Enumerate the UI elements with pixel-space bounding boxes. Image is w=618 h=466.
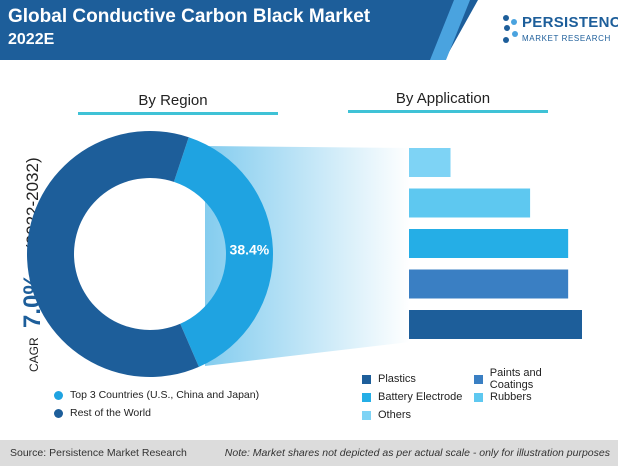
legend-label: Paints and Coatings — [489, 367, 542, 391]
logo-name: PERSISTENCE — [522, 14, 618, 31]
legend-label: Rest of the World — [70, 407, 151, 419]
legend-item: Rubbers — [474, 391, 586, 403]
legend-label: Top 3 Countries (U.S., China and Japan) — [70, 389, 260, 401]
legend-swatch — [474, 374, 483, 384]
legend-swatch — [54, 390, 63, 400]
cagr-label: CAGR — [27, 337, 41, 372]
tab-app-underline — [348, 110, 548, 113]
tab-region: By Region — [138, 92, 208, 109]
logo: PERSISTENCE MARKET RESEARCH — [500, 6, 618, 56]
legend-item: Battery Electrode — [362, 391, 474, 403]
donut-chart: 38.4% — [26, 130, 273, 378]
legend-application: Plastics Paints and Coatings Battery Ele… — [362, 367, 612, 424]
logo-sub: MARKET RESEARCH — [522, 34, 611, 43]
legend-label: Rubbers — [490, 391, 532, 403]
note-text: Note: Market shares not depicted as per … — [224, 447, 610, 459]
legend-region: Top 3 Countries (U.S., China and Japan) … — [54, 386, 259, 422]
title-line-2: 2022E — [8, 31, 55, 48]
donut-slice — [26, 130, 199, 378]
bar-paints-and-coatings — [409, 269, 569, 299]
legend-item: Paints and Coatings — [474, 367, 586, 391]
legend-item: Others — [362, 409, 474, 421]
header: Global Conductive Carbon Black Market 20… — [0, 0, 618, 60]
legend-label: Plastics — [378, 373, 416, 385]
footer: Source: Persistence Market Research Note… — [0, 440, 618, 466]
bar-rubbers — [409, 188, 531, 218]
tab-region-underline — [78, 112, 278, 115]
source-text: Source: Persistence Market Research — [10, 447, 187, 459]
bar-others — [409, 148, 451, 177]
bar-chart — [409, 148, 582, 339]
legend-label: Others — [378, 409, 412, 421]
donut-slice — [173, 137, 273, 367]
page-title: Global Conductive Carbon Black Market 20… — [8, 5, 370, 51]
legend-swatch — [474, 392, 483, 402]
slice-label: 38.4% — [230, 242, 270, 258]
legend-item: Top 3 Countries (U.S., China and Japan) — [54, 386, 259, 404]
tab-application: By Application — [395, 90, 491, 107]
chart-area: 38.4% — [26, 130, 582, 378]
bar-battery-electrode — [409, 229, 569, 258]
legend-swatch — [362, 392, 371, 402]
legend-item: Rest of the World — [54, 404, 259, 422]
legend-swatch — [362, 410, 371, 420]
title-banner — [0, 0, 478, 60]
bar-plastics — [409, 310, 582, 339]
legend-label: Battery Electrode — [378, 391, 463, 403]
legend-swatch — [362, 374, 371, 384]
logo-icon — [503, 15, 518, 43]
legend-item: Plastics — [362, 373, 474, 385]
legend-swatch — [54, 408, 63, 418]
title-line-1: Global Conductive Carbon Black Market — [8, 6, 371, 27]
